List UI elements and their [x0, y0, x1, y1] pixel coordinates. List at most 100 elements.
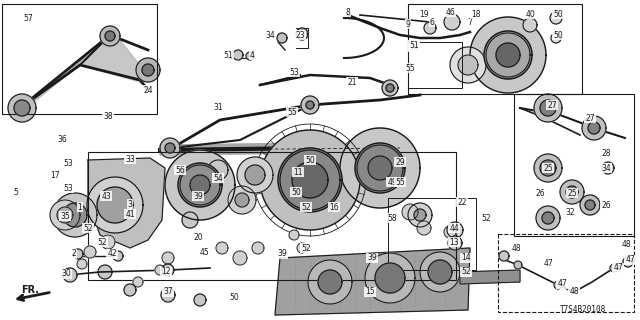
Polygon shape — [165, 150, 235, 220]
Text: 52: 52 — [481, 213, 491, 222]
Polygon shape — [160, 143, 320, 155]
Text: 16: 16 — [329, 203, 339, 212]
Polygon shape — [301, 96, 319, 114]
Polygon shape — [63, 268, 77, 282]
Polygon shape — [382, 80, 398, 96]
Polygon shape — [100, 26, 120, 46]
Bar — [498, 234, 634, 312]
Polygon shape — [142, 64, 154, 76]
Text: 7: 7 — [468, 18, 472, 27]
Text: 4: 4 — [250, 51, 255, 60]
Text: 52: 52 — [97, 237, 107, 246]
Polygon shape — [486, 33, 530, 77]
Polygon shape — [278, 148, 342, 212]
Polygon shape — [623, 257, 633, 267]
Text: 30: 30 — [61, 269, 71, 278]
Text: 54: 54 — [213, 173, 223, 182]
Bar — [388, 198, 476, 270]
Polygon shape — [554, 281, 562, 289]
Polygon shape — [87, 177, 143, 233]
Polygon shape — [386, 84, 394, 92]
Polygon shape — [84, 246, 96, 258]
Text: 50: 50 — [305, 156, 315, 164]
Text: 39: 39 — [277, 250, 287, 259]
Polygon shape — [57, 207, 73, 223]
Polygon shape — [355, 143, 405, 193]
Polygon shape — [252, 242, 264, 254]
Polygon shape — [447, 222, 463, 238]
Polygon shape — [162, 264, 174, 276]
Text: 26: 26 — [601, 201, 611, 210]
Text: 33: 33 — [125, 155, 135, 164]
Polygon shape — [523, 18, 537, 32]
Text: 45: 45 — [199, 247, 209, 257]
Polygon shape — [414, 209, 426, 221]
Polygon shape — [208, 160, 228, 180]
Polygon shape — [14, 100, 30, 116]
Text: 6: 6 — [429, 18, 435, 27]
Polygon shape — [133, 277, 143, 287]
Text: 48: 48 — [511, 244, 521, 252]
Polygon shape — [113, 251, 123, 261]
Polygon shape — [496, 43, 520, 67]
Polygon shape — [277, 33, 287, 43]
Polygon shape — [124, 284, 136, 296]
Text: 39: 39 — [367, 253, 377, 262]
Text: 53: 53 — [289, 68, 299, 76]
Polygon shape — [340, 128, 420, 208]
Polygon shape — [235, 193, 249, 207]
Text: 57: 57 — [23, 13, 33, 22]
Polygon shape — [296, 28, 308, 40]
Polygon shape — [233, 251, 247, 265]
Polygon shape — [458, 55, 478, 75]
Polygon shape — [540, 100, 556, 116]
Text: 35: 35 — [60, 212, 70, 220]
Text: 27: 27 — [547, 100, 557, 109]
Polygon shape — [460, 270, 520, 284]
Polygon shape — [136, 58, 160, 82]
Polygon shape — [444, 14, 460, 30]
Polygon shape — [448, 236, 462, 250]
Text: 12: 12 — [161, 268, 171, 276]
Polygon shape — [280, 150, 340, 210]
Polygon shape — [368, 156, 392, 180]
Text: 23: 23 — [295, 30, 305, 39]
Polygon shape — [182, 212, 198, 228]
Polygon shape — [417, 221, 431, 235]
Text: 43: 43 — [101, 191, 111, 201]
Text: 25: 25 — [567, 188, 577, 197]
Polygon shape — [602, 162, 614, 174]
Text: 47: 47 — [613, 263, 623, 273]
Polygon shape — [105, 31, 115, 41]
Polygon shape — [245, 165, 265, 185]
Polygon shape — [53, 193, 97, 237]
Polygon shape — [88, 158, 165, 248]
Polygon shape — [73, 249, 83, 259]
Text: 29: 29 — [395, 157, 405, 166]
Polygon shape — [50, 200, 80, 230]
Polygon shape — [165, 143, 175, 153]
Polygon shape — [408, 203, 432, 227]
Text: 37: 37 — [163, 287, 173, 297]
Polygon shape — [306, 101, 314, 109]
Polygon shape — [588, 122, 600, 134]
Text: 32: 32 — [565, 207, 575, 217]
Text: 19: 19 — [419, 10, 429, 19]
Text: 50: 50 — [291, 188, 301, 196]
Text: 51: 51 — [409, 41, 419, 50]
Polygon shape — [246, 52, 254, 60]
Text: 50: 50 — [229, 293, 239, 302]
Text: 28: 28 — [601, 148, 611, 157]
Text: 52: 52 — [301, 244, 311, 252]
Polygon shape — [580, 195, 600, 215]
Polygon shape — [560, 180, 584, 204]
Text: 27: 27 — [585, 114, 595, 123]
Polygon shape — [237, 157, 273, 193]
Polygon shape — [297, 243, 307, 253]
Polygon shape — [101, 235, 115, 249]
Text: 8: 8 — [346, 7, 350, 17]
Text: 14: 14 — [461, 253, 471, 262]
Text: 38: 38 — [103, 111, 113, 121]
Polygon shape — [420, 252, 460, 292]
Polygon shape — [450, 47, 486, 83]
